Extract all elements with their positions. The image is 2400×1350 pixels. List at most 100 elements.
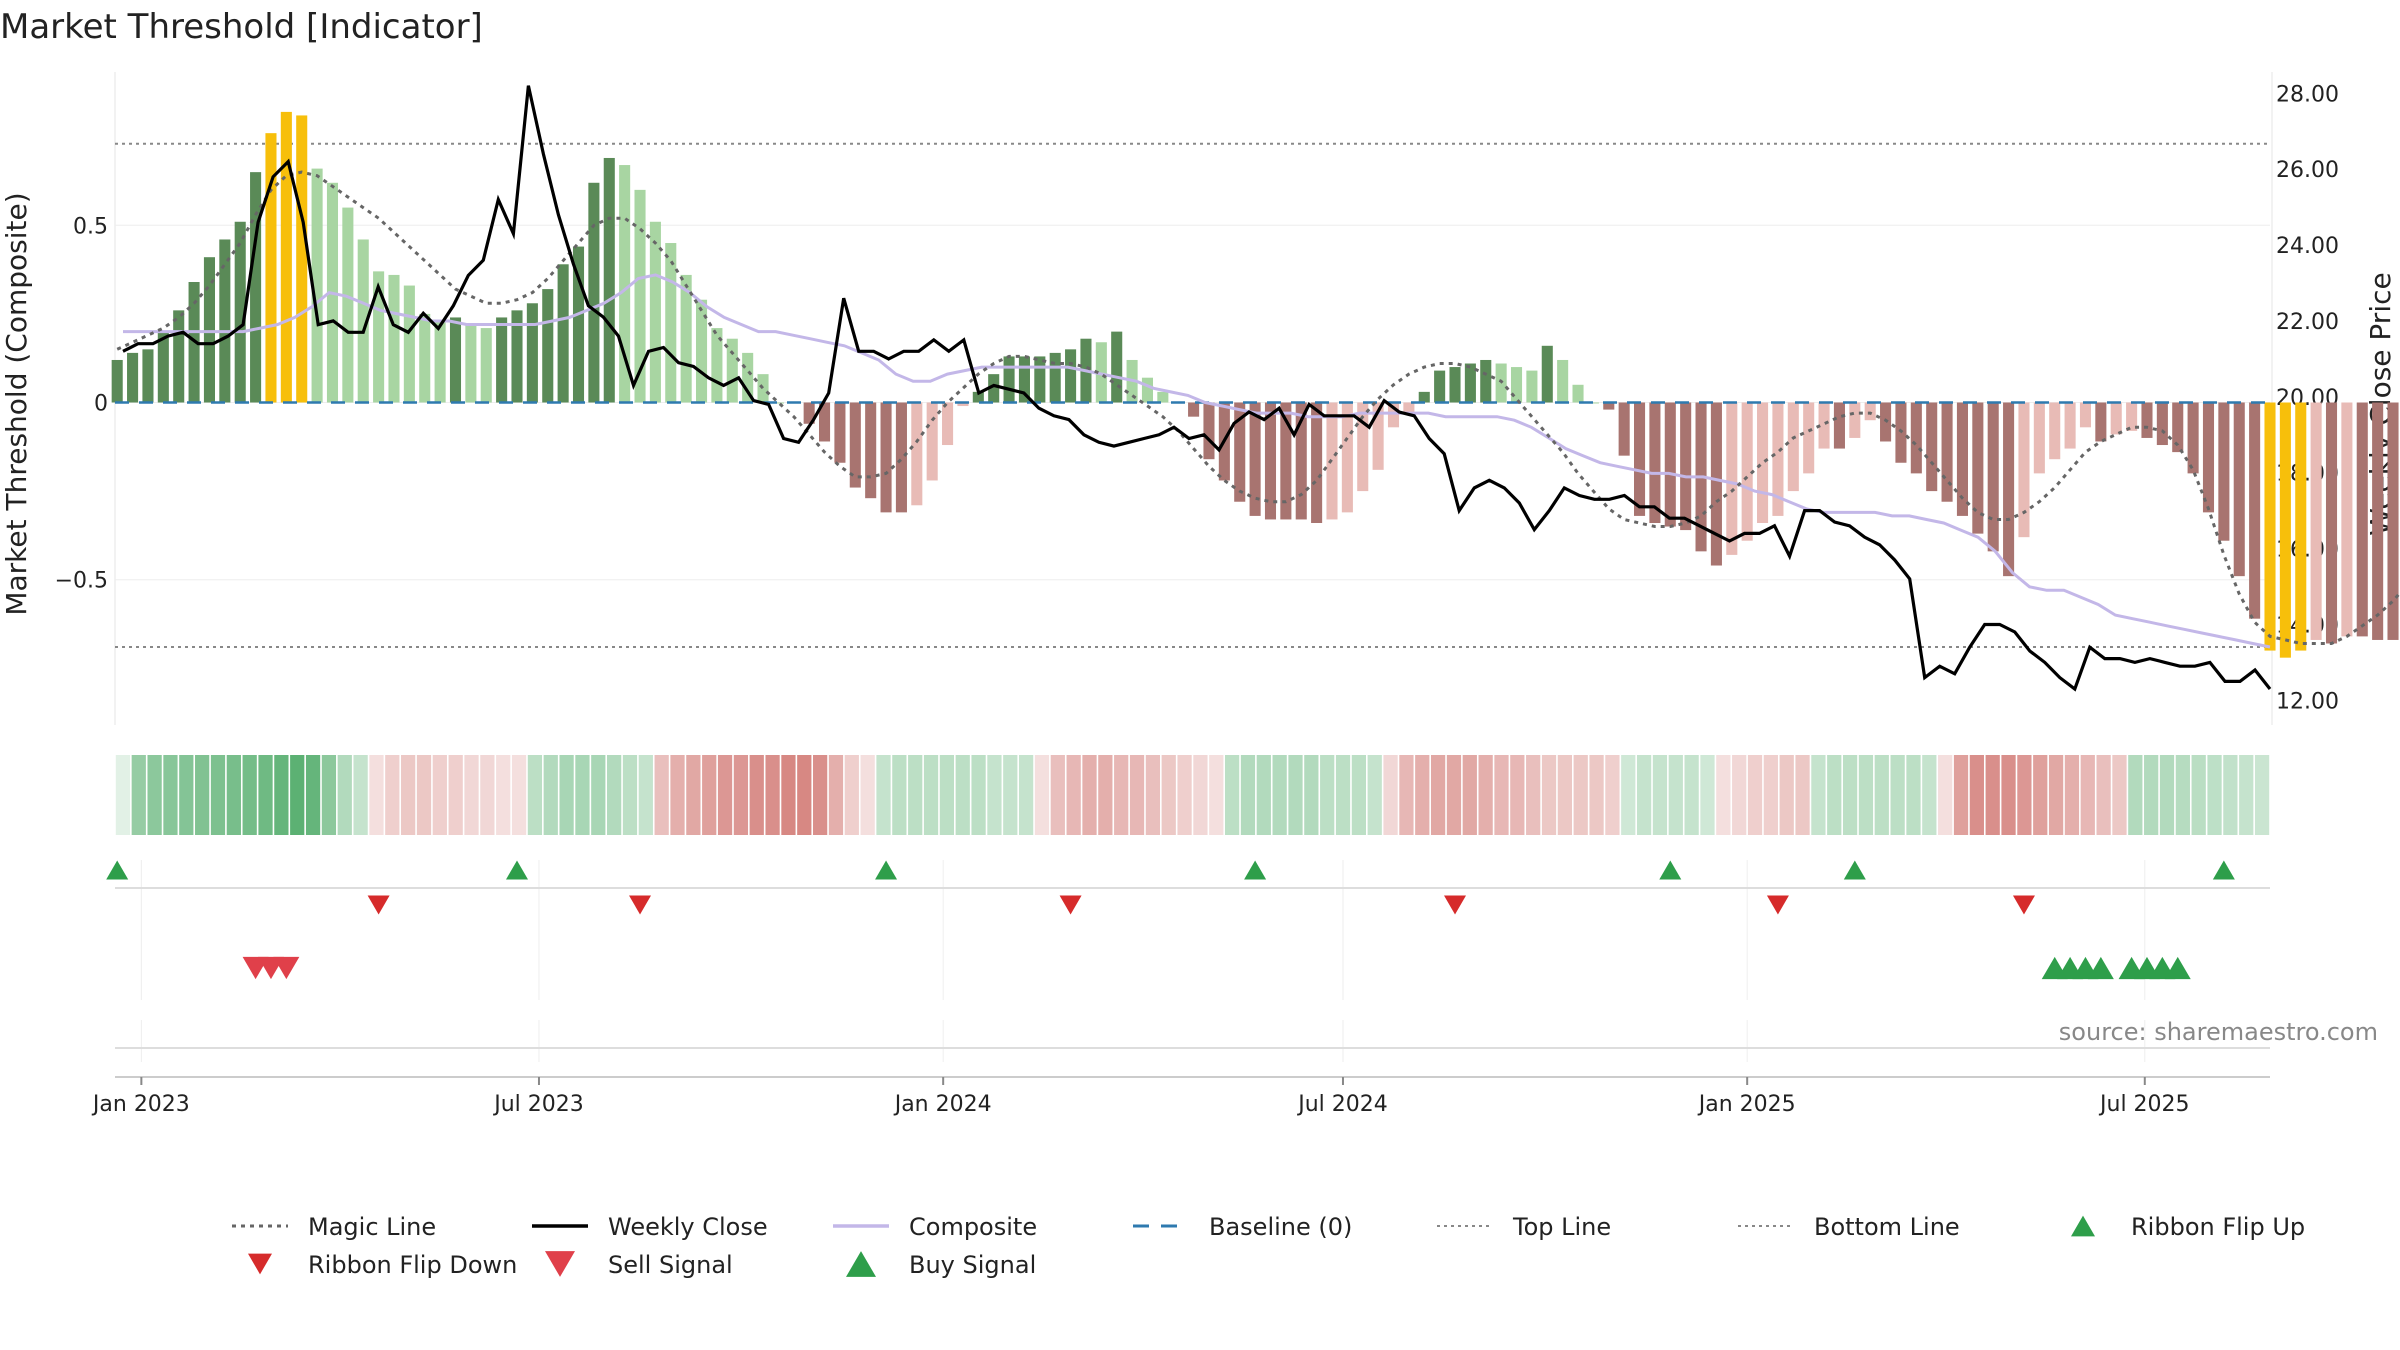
ribbon-cell: [765, 755, 780, 835]
composite-bar: [2172, 402, 2184, 453]
ribbon-cell: [195, 755, 210, 835]
composite-bar: [2049, 402, 2061, 460]
composite-bar: [173, 310, 185, 403]
ribbon-flip-up-marker: [506, 860, 529, 880]
composite-bar: [1557, 359, 1569, 403]
ribbon-cell: [955, 755, 970, 835]
ribbon-cell: [1193, 755, 1208, 835]
composite-bar: [1680, 402, 1692, 531]
ribbon-cell: [1700, 755, 1715, 835]
ribbon-cell: [1526, 755, 1541, 835]
ribbon-cell: [575, 755, 590, 835]
composite-bar: [1203, 402, 1215, 460]
ribbon-cell: [131, 755, 146, 835]
legend-label: Sell Signal: [608, 1251, 733, 1279]
composite-bar: [496, 317, 508, 403]
ribbon-cell: [2144, 755, 2159, 835]
ribbon-cell: [1066, 755, 1081, 835]
buy-signal-marker: [2164, 956, 2191, 980]
ribbon-cell: [1684, 755, 1699, 835]
ribbon-cell: [1446, 755, 1462, 835]
ribbon-cell: [115, 755, 131, 835]
ribbon-cell: [1082, 755, 1097, 835]
legend-item-ribbon-flip-down: Ribbon Flip Down: [248, 1251, 517, 1279]
ribbon-cell: [844, 755, 859, 835]
ribbon-cell: [242, 755, 257, 835]
legend-item-buy-signal: Buy Signal: [846, 1251, 1036, 1279]
ribbon-flip-down-marker: [629, 895, 652, 915]
ribbon-cell: [1589, 755, 1604, 835]
legend-label: Baseline (0): [1209, 1213, 1352, 1241]
composite-bar: [2310, 402, 2322, 640]
composite-bar: [1280, 402, 1292, 520]
composite-bar: [1972, 402, 1984, 534]
composite-bar: [1403, 402, 1415, 414]
composite-bar: [865, 402, 877, 499]
composite-bar: [296, 115, 308, 403]
ribbon-cell: [1811, 755, 1826, 835]
signal-markers: [106, 860, 2270, 1049]
legend-item-top-line: Top Line: [1437, 1213, 1611, 1241]
composite-bar: [1141, 377, 1154, 403]
ribbon-cell: [1827, 755, 1842, 835]
composite-bar: [1418, 391, 1430, 403]
composite-bar: [2095, 402, 2107, 442]
composite-bar: [803, 402, 815, 424]
ribbon-cell: [2064, 755, 2080, 835]
ribbon-flip-up-marker: [1843, 860, 1866, 880]
ribbon-cell: [1510, 755, 1525, 835]
composite-bar: [1787, 402, 1799, 492]
composite-bar: [1541, 345, 1553, 403]
composite-bar: [1434, 370, 1446, 403]
composite-bar: [2218, 402, 2230, 541]
x-tick-label: Jul 2025: [2098, 1092, 2190, 1117]
ribbon-cell: [1938, 755, 1953, 835]
ribbon-cell: [2080, 755, 2095, 835]
y2-tick-label: 22.00: [2276, 310, 2339, 335]
composite-bar: [1587, 402, 1599, 404]
legend-swatch: [2071, 1215, 2095, 1237]
ribbon-cell: [749, 755, 764, 835]
ribbon-cell: [1494, 755, 1509, 835]
ribbon-cell: [1668, 755, 1683, 835]
composite-bar: [203, 257, 215, 403]
ribbon-cell: [2223, 755, 2238, 835]
composite-bar: [2064, 402, 2076, 449]
composite-bar: [2126, 402, 2138, 431]
ribbon-cell: [1399, 755, 1414, 835]
composite-bar: [2279, 402, 2291, 658]
legend-swatch: [545, 1251, 575, 1277]
legend-item-magic-line: Magic Line: [232, 1213, 436, 1241]
ribbon-cell: [2207, 755, 2222, 835]
ribbon-cell: [1129, 755, 1145, 835]
ribbon-cell: [797, 755, 812, 835]
ribbon-cell: [464, 755, 479, 835]
composite-bar: [1234, 402, 1246, 502]
composite-bar: [1741, 402, 1753, 541]
ribbon-cell: [1969, 755, 1984, 835]
y2-tick-label: 28.00: [2276, 82, 2339, 107]
composite-bar: [572, 246, 585, 403]
ribbon-cell: [1383, 755, 1398, 835]
ribbon-cell: [1573, 755, 1588, 835]
legend-label: Ribbon Flip Up: [2131, 1213, 2305, 1241]
composite-bar: [2141, 402, 2153, 438]
composite-bar: [2372, 402, 2384, 640]
ribbon-cell: [2159, 755, 2175, 835]
composite-bar: [726, 338, 738, 403]
composite-bar: [742, 352, 754, 403]
composite-bar: [449, 317, 462, 403]
grid-layer: 0.50−0.512.0014.0016.0018.0020.0022.0024…: [55, 72, 2339, 1062]
legend-label: Composite: [909, 1213, 1037, 1241]
composite-bar: [280, 111, 292, 403]
legend-label: Top Line: [1512, 1213, 1611, 1241]
ribbon-cell: [2254, 755, 2270, 835]
composite-bar: [1757, 402, 1769, 523]
ribbon-cell: [591, 755, 606, 835]
ribbon-cell: [2001, 755, 2016, 835]
composite-bar: [526, 303, 538, 403]
ribbon-cell: [1018, 755, 1034, 835]
ribbon-cell: [1795, 755, 1810, 835]
ribbon-cell: [401, 755, 416, 835]
x-tick-label: Jul 2024: [1296, 1092, 1388, 1117]
